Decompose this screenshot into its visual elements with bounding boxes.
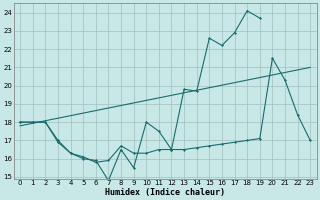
X-axis label: Humidex (Indice chaleur): Humidex (Indice chaleur) <box>105 188 225 197</box>
